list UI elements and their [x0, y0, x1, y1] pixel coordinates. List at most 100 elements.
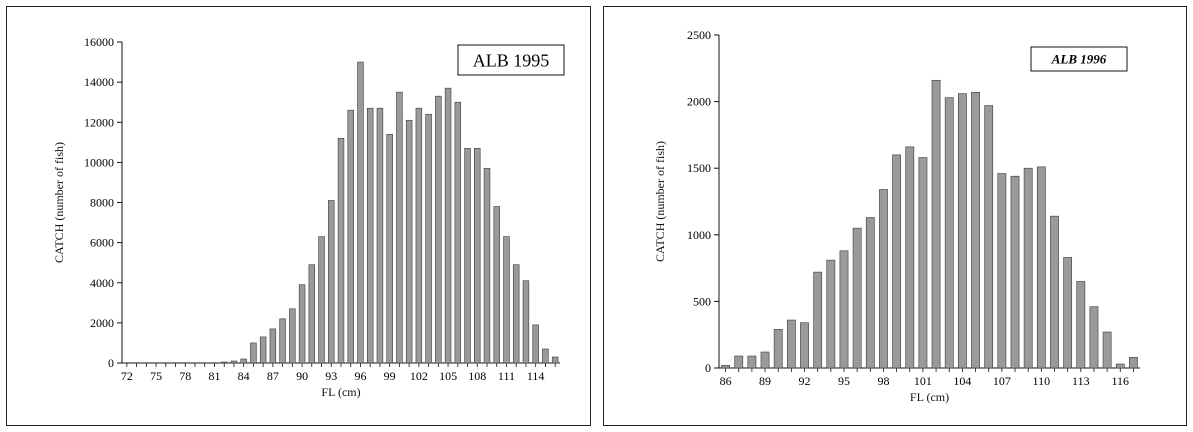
bar-fl-100	[396, 91, 403, 364]
x-tick-label: 111	[498, 369, 515, 383]
bar-fl-89	[760, 351, 770, 369]
bar-fl-96	[852, 227, 862, 369]
x-tick-label: 89	[759, 374, 771, 388]
bar-fl-97	[366, 107, 374, 364]
bar-fl-115	[542, 348, 549, 364]
bar-fl-103	[425, 113, 432, 364]
bar-fl-101	[918, 157, 928, 369]
y-tick-label: 10000	[84, 155, 114, 169]
bar-fl-85	[250, 342, 257, 364]
bar-fl-88	[747, 355, 757, 369]
y-tick-label: 2000	[90, 316, 114, 330]
bar-fl-101	[405, 119, 413, 364]
x-tick-label: 101	[914, 374, 932, 388]
x-tick-label: 96	[354, 369, 366, 383]
x-tick-label: 98	[877, 374, 889, 388]
bar-fl-108	[1010, 175, 1020, 369]
bar-fl-95	[347, 109, 354, 364]
x-tick-label: 84	[238, 369, 250, 383]
x-tick-label: 110	[1033, 374, 1051, 388]
x-tick-label: 102	[410, 369, 428, 383]
y-tick-label: 14000	[84, 75, 114, 89]
bar-fl-104	[435, 95, 442, 364]
x-tick-label: 99	[384, 369, 396, 383]
x-tick-label: 105	[439, 369, 457, 383]
bar-fl-108	[474, 148, 481, 364]
y-tick-label: 12000	[84, 115, 114, 129]
bar-fl-90	[773, 329, 783, 369]
y-tick-label: 500	[693, 294, 711, 308]
bar-fl-89	[289, 308, 296, 364]
bar-fl-86	[259, 336, 267, 364]
bar-fl-98	[376, 107, 384, 364]
bar-fl-98	[879, 189, 888, 369]
bar-fl-100	[905, 146, 915, 369]
bar-fl-97	[865, 217, 875, 369]
bar-fl-94	[826, 259, 836, 369]
bar-fl-92	[318, 236, 325, 364]
bar-fl-114	[532, 324, 539, 364]
bar-fl-88	[279, 318, 286, 364]
bar-fl-116	[1115, 363, 1125, 369]
chart-alb-1996: 0 500 1000 1500 2000 2500 86 89 92 95 98 101 104 107 1…	[653, 28, 1140, 404]
bar-fl-94	[337, 138, 345, 364]
bar-fl-90	[298, 284, 306, 364]
bar-fl-111	[503, 236, 510, 364]
y-tick-label: 0	[108, 356, 114, 370]
chart-title: ALB 1996	[1051, 52, 1107, 67]
bar-fl-102	[931, 79, 941, 369]
bar-fl-109	[1023, 167, 1033, 369]
bar-fl-91	[308, 264, 316, 364]
y-axis-title: CATCH (number of fish)	[52, 142, 66, 263]
x-tick-label: 92	[799, 374, 811, 388]
bar-fl-110	[493, 206, 500, 364]
bar-fl-95	[839, 250, 849, 369]
x-tick-label: 78	[179, 369, 191, 383]
bar-fl-83	[230, 360, 238, 364]
bar-fl-105	[444, 87, 452, 364]
bar-fl-102	[415, 107, 423, 364]
bar-fl-116	[551, 356, 559, 364]
bar-fl-86	[721, 365, 730, 369]
x-tick-label: 81	[208, 369, 220, 383]
bar-fl-99	[386, 133, 393, 364]
y-tick-label: 4000	[90, 276, 114, 290]
bar-fl-115	[1102, 331, 1112, 369]
bar-fl-84	[240, 358, 247, 364]
x-tick-label: 116	[1111, 374, 1129, 388]
bar-fl-106	[984, 105, 994, 369]
x-tick-label: 86	[720, 374, 732, 388]
bar-fl-110	[1036, 166, 1046, 369]
bar-fl-113	[1076, 281, 1086, 369]
y-tick-label: 8000	[90, 196, 114, 210]
bar-fl-113	[522, 280, 530, 364]
bar-fl-91	[786, 319, 796, 369]
y-tick-label: 6000	[90, 236, 114, 250]
bar-fl-114	[1089, 306, 1099, 369]
bar-fl-93	[328, 200, 335, 364]
bar-fl-117	[1129, 357, 1138, 369]
x-axis-title: FL (cm)	[321, 385, 360, 399]
bar-fl-99	[892, 154, 901, 369]
x-tick-label: 75	[150, 369, 162, 383]
x-tick-label: 108	[468, 369, 486, 383]
y-tick-label: 16000	[84, 35, 114, 49]
bar-fl-106	[454, 101, 462, 364]
bar-fl-111	[1050, 215, 1059, 369]
chart-panel-alb-1996: 0 500 1000 1500 2000 2500 86 89 92 95 98 101 104 107 1…	[603, 6, 1187, 426]
bar-fl-87	[734, 355, 744, 369]
chart-title-box	[1030, 46, 1128, 72]
x-axis-title: FL (cm)	[910, 390, 949, 404]
x-tick-label: 90	[296, 369, 308, 383]
x-tick-label: 104	[953, 374, 971, 388]
x-tick-label: 93	[325, 369, 337, 383]
bar-fl-112	[1063, 257, 1073, 369]
bar-fl-105	[971, 91, 980, 369]
x-tick-label: 72	[121, 369, 133, 383]
y-tick-label: 1500	[687, 161, 711, 175]
bar-fl-109	[483, 168, 491, 364]
bar-fl-93	[813, 271, 823, 369]
bar-fl-96	[357, 61, 364, 364]
y-tick-label: 0	[705, 361, 711, 375]
bar-fl-82	[220, 361, 228, 364]
